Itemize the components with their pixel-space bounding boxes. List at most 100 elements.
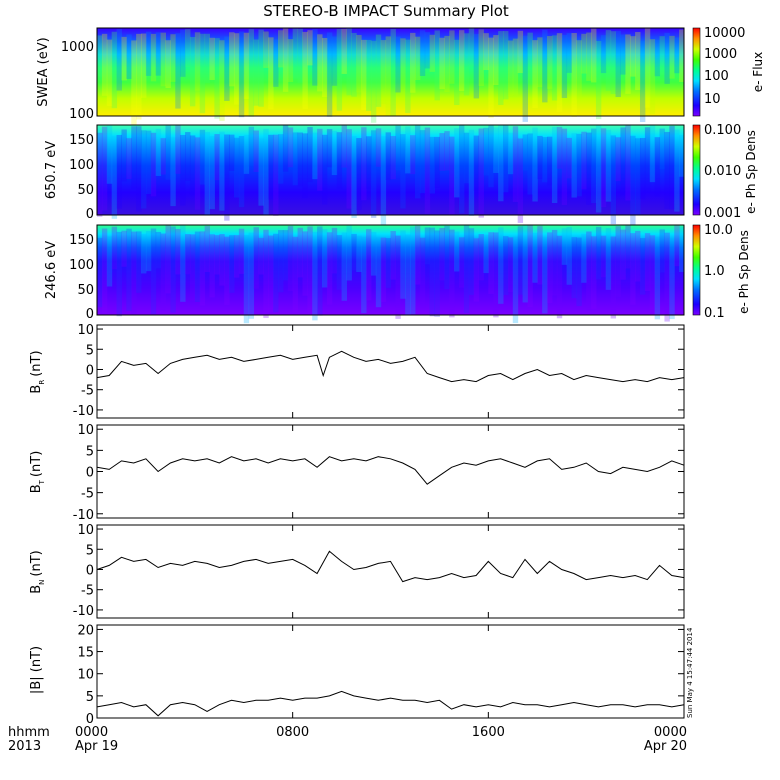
heatmap-cell [356,235,362,273]
heatmap-cell [292,28,299,79]
heatmap-cell [532,40,538,109]
heatmap-cell [273,233,279,313]
heatmap-cell [639,40,646,123]
heatmap-cell [307,226,313,315]
heatmap-cell [419,130,426,194]
pad650-ylabel: 650.7 eV [44,141,59,199]
heatmap-cell [414,125,421,199]
pad246-cb-label: e- Ph Sp Dens [737,230,751,314]
heatmap-cell [458,125,465,214]
heatmap-cell [483,234,489,274]
heatmap-cell [263,31,269,68]
heatmap-cell [610,236,617,319]
heatmap-cell [547,36,553,89]
heatmap-cell [566,137,572,179]
heatmap-cell [366,229,372,301]
pad650-ytick-150: 150 [69,133,94,148]
heatmap-cell [635,32,641,91]
bmag-ytick-label: 15 [77,646,94,661]
heatmap-cell [155,128,162,176]
heatmap-cell [664,131,670,209]
heatmap-cell [101,126,108,211]
heatmap-cell [175,229,181,275]
heatmap-cell [542,237,548,314]
heatmap-cell [194,137,201,210]
heatmap-cell [229,32,235,87]
heatmap-cell [361,39,367,111]
heatmap-cell [97,132,103,217]
heatmap-cell [356,34,362,93]
heatmap-cell [424,227,431,265]
heatmap-cell [581,33,587,74]
heatmap-cell [150,132,157,197]
heatmap-cell [209,136,215,210]
heatmap-cell [517,138,524,223]
heatmap-cell [595,125,602,213]
pad650-heatmap [97,125,684,215]
pad246-cb-tick-1.0: 1.0 [704,264,725,279]
pad246-colorbar [692,224,701,316]
heatmap-cell [581,131,587,190]
heatmap-cell [620,229,626,280]
heatmap-cell [287,39,294,83]
heatmap-cell [277,134,284,184]
heatmap-cell [366,136,372,189]
heatmap-cell [165,40,171,89]
swea-ytick-1000: 1000 [61,40,94,55]
heatmap-cell [600,235,607,278]
heatmap-cell [659,128,665,169]
heatmap-cell [615,137,621,182]
heatmap-cell [336,29,343,111]
heatmap-cell [556,33,563,112]
heatmap-cell [576,40,582,100]
heatmap-cell [478,128,484,218]
heatmap-cell [473,238,480,302]
heatmap-cell [566,33,572,73]
heatmap-cell [273,134,279,216]
heatmap-cell [307,126,313,183]
heatmap-cell [322,37,328,98]
heatmap-cell [277,30,284,68]
heatmap-cell [297,132,303,187]
heatmap-cell [639,238,646,295]
heatmap-cell [141,33,147,98]
swea-ylabel: SWEA (eV) [36,37,51,106]
svg-text:BN(nT): BN(nT) [29,550,46,594]
heatmap-cell [111,31,118,109]
heatmap-cell [444,131,450,171]
heatmap-cell [185,234,191,275]
heatmap-cell [116,29,122,91]
heatmap-cell [248,232,255,319]
heatmap-cell [258,237,264,275]
heatmap-cell [175,33,181,109]
heatmap-cell [136,231,142,293]
heatmap-cell [620,34,626,75]
heatmap-cell [170,34,176,82]
heatmap-cell [659,36,665,75]
heatmap-cell [429,34,436,72]
heatmap-cell [405,39,411,113]
heatmap-cell [600,128,607,208]
heatmap-cell [414,225,421,285]
bmag-series-line [96,690,685,717]
heatmap-cell [551,126,558,204]
heatmap-cell [145,130,152,195]
pad246-cb-tick-10.0: 10.0 [704,223,733,238]
heatmap-cell [503,125,509,193]
heatmap-cell [145,31,152,76]
bn-frame [96,524,685,619]
heatmap-cell [522,225,528,303]
heatmap-cell [214,134,220,181]
heatmap-cell [258,29,264,107]
heatmap-cell [302,133,308,199]
heatmap-cell [434,136,440,188]
heatmap-cell [635,138,641,215]
heatmap-cell [591,236,597,309]
heatmap-cell [111,226,118,270]
xtick-label-time: 1600 [472,725,505,740]
heatmap-cell [233,33,240,105]
heatmap-cell [302,31,308,109]
heatmap-cell [615,226,621,297]
heatmap-cell [439,227,445,281]
heatmap-cell [233,137,240,198]
